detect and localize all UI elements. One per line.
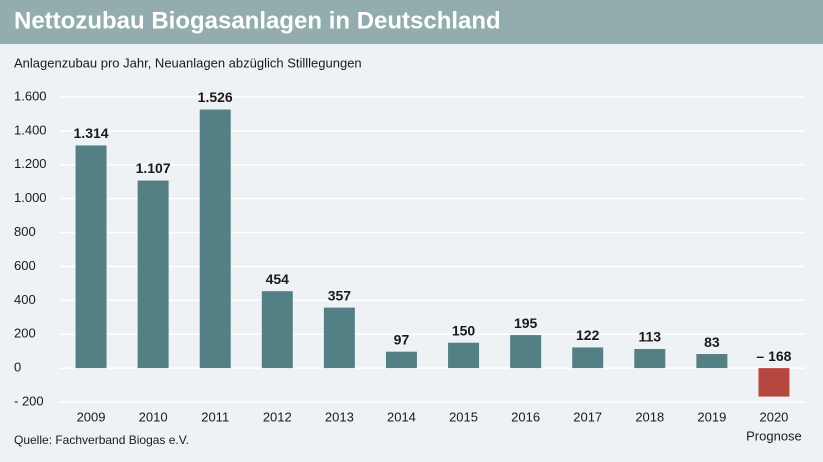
value-label: 97: [394, 331, 410, 347]
x-tick-label: 2014: [387, 409, 416, 424]
bar: [572, 347, 604, 369]
bar: [75, 145, 107, 369]
x-tick-label: 2013: [325, 409, 354, 424]
y-tick-label: 1.000: [14, 190, 47, 205]
value-label: – 168: [756, 348, 791, 364]
x-tick-label: 2015: [449, 409, 478, 424]
value-label: 454: [266, 271, 290, 287]
source: Quelle: Fachverband Biogas e.V.: [14, 433, 189, 447]
x-tick-label: 2020: [759, 409, 788, 424]
value-label: 195: [514, 315, 538, 331]
x-tick-label: 2018: [635, 409, 664, 424]
value-label: 1.526: [198, 89, 233, 105]
x-tick-label: 2012: [263, 409, 292, 424]
chart-title: Nettozubau Biogasanlagen in Deutschland: [14, 7, 501, 34]
value-label: 122: [576, 327, 600, 343]
x-tick-label: 2010: [139, 409, 168, 424]
category-note: Prognose: [746, 428, 802, 443]
y-tick-label: 1.600: [14, 88, 47, 103]
bar: [758, 368, 790, 397]
value-label: 1.314: [74, 125, 109, 141]
value-label: 1.107: [136, 160, 171, 176]
y-tick-label: 200: [14, 326, 36, 341]
bar: [385, 351, 417, 369]
bar: [137, 180, 169, 369]
value-label: 113: [638, 329, 661, 345]
bar: [261, 291, 293, 369]
bar: [323, 307, 355, 369]
title-banner: [0, 0, 823, 44]
bar: [510, 335, 542, 369]
y-tick-label: 1.200: [14, 156, 47, 171]
bar: [696, 354, 728, 369]
y-tick-label: 400: [14, 292, 36, 307]
x-tick-label: 2016: [511, 409, 540, 424]
bar: [448, 342, 480, 369]
x-tick-label: 2019: [697, 409, 726, 424]
y-tick-label: - 200: [14, 393, 44, 408]
bar: [199, 109, 231, 369]
y-tick-label: 1.400: [14, 122, 47, 137]
bar: [634, 348, 666, 369]
y-tick-label: 600: [14, 258, 36, 273]
value-label: 83: [704, 334, 720, 350]
x-tick-label: 2009: [77, 409, 106, 424]
x-tick-label: 2011: [201, 409, 229, 424]
y-tick-label: 800: [14, 224, 36, 239]
subtitle: Anlagenzubau pro Jahr, Neuanlagen abzügl…: [14, 55, 362, 70]
y-tick-label: 0: [14, 360, 21, 375]
value-label: 150: [452, 322, 476, 338]
x-tick-label: 2017: [573, 409, 602, 424]
value-label: 357: [328, 287, 352, 303]
